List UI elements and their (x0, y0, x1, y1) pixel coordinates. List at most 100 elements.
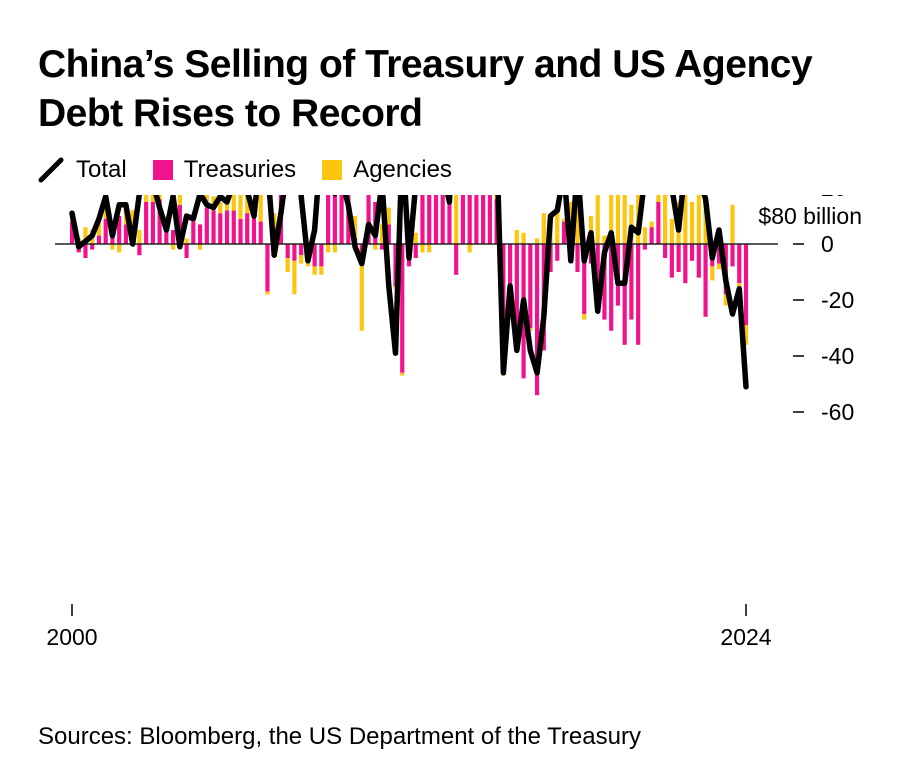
source-note: Sources: Bloomberg, the US Department of… (38, 723, 641, 750)
agencies-bar (528, 328, 533, 331)
agencies-bar (629, 204, 634, 244)
agencies-bar (595, 195, 600, 244)
treasuries-bar (413, 244, 418, 258)
treasuries-bar (69, 221, 75, 244)
treasuries-bar (716, 244, 722, 264)
agencies-bar (420, 244, 425, 253)
treasuries-bar (474, 195, 479, 244)
treasuries-bar (447, 195, 452, 244)
agencies-bar (400, 372, 405, 376)
treasuries-bar (171, 230, 176, 244)
agencies-bar (696, 195, 701, 244)
treasuries-bar (454, 244, 459, 275)
agencies-bar (413, 232, 418, 244)
agencies-bar (265, 291, 270, 295)
agencies-bar (258, 195, 263, 222)
treasuries-bar (400, 244, 405, 373)
y-tick-label: 20 (821, 195, 847, 201)
agencies-bar (96, 218, 102, 236)
treasuries-bar (393, 244, 398, 286)
treasuries-bar (285, 244, 290, 258)
legend-label-total: Total (76, 156, 127, 183)
agencies-bar (150, 195, 155, 202)
agencies-bar (743, 325, 749, 345)
treasuries-bar (251, 210, 257, 244)
treasuries-bar (96, 235, 102, 244)
treasuries-bar (265, 244, 270, 292)
treasuries-bar (548, 244, 553, 272)
chart-title: China’s Selling of Treasury and US Agenc… (38, 43, 813, 135)
treasuries-bar (379, 244, 385, 250)
total-line-swatch-stroke (38, 157, 64, 183)
treasuries-bar (366, 195, 371, 244)
treasuries-bar (508, 244, 513, 286)
treasuries-bar (339, 195, 344, 244)
agencies-bar (292, 260, 297, 295)
agencies-bar (602, 235, 607, 244)
agencies-bar (649, 221, 654, 228)
treasuries-bar (467, 195, 472, 244)
agencies-bar (609, 195, 614, 244)
treasuries-bar (440, 195, 445, 244)
treasuries-bar (595, 244, 600, 284)
treasuries-bar (326, 195, 331, 244)
agencies-bar (312, 266, 317, 275)
treasuries-bar (386, 224, 391, 244)
treasuries-bar (427, 195, 432, 244)
treasuries-bar (696, 244, 701, 278)
legend-label-treasuries: Treasuries (183, 156, 297, 183)
legend-item-agencies: Agencies (322, 156, 452, 184)
treasuries-bar (123, 224, 129, 244)
agencies-bar (467, 244, 472, 253)
treasuries-bar (582, 244, 587, 314)
agencies-bar (582, 314, 587, 320)
y-tick-label: 0 (821, 231, 834, 257)
treasuries-bar (528, 244, 533, 328)
treasuries-swatch (152, 160, 173, 180)
treasuries-bar (481, 195, 486, 244)
agencies-bar (561, 218, 567, 222)
total-line-swatch (38, 157, 64, 183)
agencies-bar (245, 195, 250, 214)
agencies-bar (555, 207, 560, 244)
treasuries-bar (555, 244, 560, 261)
treasuries-bar (191, 221, 196, 244)
treasuries-bar (649, 227, 654, 244)
treasuries-bar (204, 207, 209, 244)
agencies-bar (224, 202, 230, 211)
agencies-bar (83, 227, 88, 244)
treasuries-bar (433, 195, 439, 244)
treasuries-bar (238, 218, 243, 244)
treasuries-bar (703, 244, 708, 317)
agencies-swatch (322, 160, 343, 180)
treasuries-bar (683, 244, 688, 284)
treasuries-bar (150, 202, 155, 244)
treasuries-bar (164, 230, 169, 244)
treasuries-bar (669, 244, 674, 278)
agencies-bar (622, 195, 627, 244)
treasuries-bar (460, 195, 466, 244)
agencies-bar (197, 244, 203, 250)
treasuries-bar (487, 195, 492, 244)
treasuries-bar (622, 244, 627, 345)
treasuries-bar (245, 213, 250, 244)
agencies-bar (238, 195, 243, 219)
treasuries-bar (211, 210, 216, 244)
legend: Total Treasuries Agencies (38, 155, 478, 185)
agencies-bar (642, 227, 647, 244)
treasuries-bar (332, 195, 337, 244)
agencies-bar (285, 258, 290, 272)
treasuries-bar (689, 244, 695, 261)
treasuries-bar (197, 224, 203, 244)
x-tick-label: 2024 (720, 624, 771, 650)
y-axis-unit-label: $80 billion (758, 203, 862, 229)
agencies-bar (326, 244, 331, 253)
treasuries-bar (117, 216, 122, 244)
treasuries-bar (737, 244, 742, 284)
treasuries-bar (144, 202, 149, 244)
agencies-bar (373, 244, 378, 250)
treasuries-bar (319, 244, 324, 267)
legend-label-agencies: Agencies (353, 156, 452, 183)
agencies-bar (514, 230, 519, 244)
